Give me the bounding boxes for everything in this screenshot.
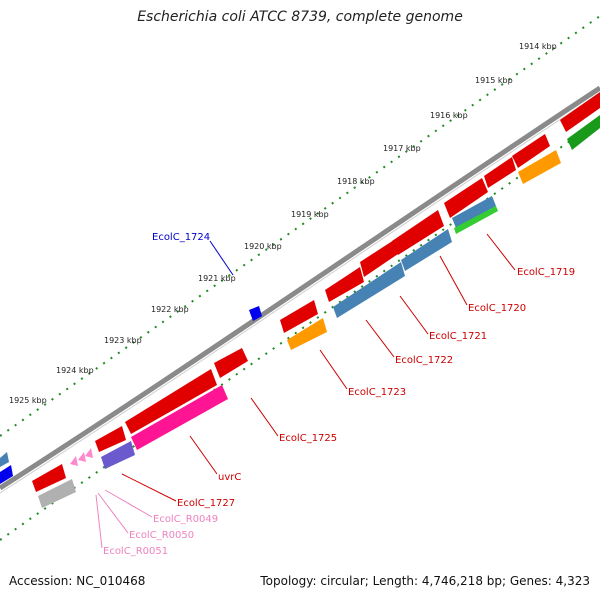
gene-feature xyxy=(101,441,135,469)
trna-feature xyxy=(85,448,93,458)
outer-features xyxy=(0,92,600,492)
feature-label-ecolc-r0051[interactable]: EcolC_R0051 xyxy=(103,546,168,557)
tick-label: 1924 kbp xyxy=(56,366,94,375)
gene-feature xyxy=(32,464,66,492)
feature-label-ecolc-1723[interactable]: EcolC_1723 xyxy=(348,387,406,398)
tick-label: 1919 kbp xyxy=(291,210,329,219)
gene-feature xyxy=(401,229,452,271)
gene-feature xyxy=(444,178,488,218)
gene-feature xyxy=(249,306,262,321)
tick-labels: 1914 kbp 1915 kbp 1916 kbp 1917 kbp 1918… xyxy=(9,42,557,405)
gene-feature xyxy=(512,134,550,168)
gene-feature xyxy=(452,196,496,228)
tick-label: 1917 kbp xyxy=(383,144,421,153)
gene-feature xyxy=(95,426,126,452)
gene-feature xyxy=(392,210,444,255)
accession-text: Accession: NC_010468 xyxy=(9,574,146,588)
tick-label: 1920 kbp xyxy=(244,242,282,251)
gene-feature xyxy=(0,452,9,467)
tick-label: 1922 kbp xyxy=(151,305,189,314)
gene-feature xyxy=(360,240,398,277)
gene-feature xyxy=(125,369,217,434)
gene-feature xyxy=(287,318,327,350)
feature-label-ecolc-1719[interactable]: EcolC_1719 xyxy=(517,267,575,278)
feature-label-uvrc[interactable]: uvrC xyxy=(218,472,241,483)
feature-labels: EcolC_1724 EcolC_1719 EcolC_1720 EcolC_1… xyxy=(103,232,575,557)
gene-feature xyxy=(484,157,516,188)
trna-feature xyxy=(70,456,78,466)
genome-backbone xyxy=(0,85,600,491)
tick-label: 1916 kbp xyxy=(430,111,468,120)
genome-backbone-inner xyxy=(0,92,600,494)
inner-tick-ring xyxy=(0,119,600,541)
gene-feature xyxy=(518,150,561,184)
tick-label: 1921 kbp xyxy=(198,274,236,283)
gene-feature xyxy=(567,115,600,150)
label-leaders xyxy=(95,233,516,549)
feature-label-ecolc-r0050[interactable]: EcolC_R0050 xyxy=(129,530,194,541)
gene-feature xyxy=(560,92,600,132)
gene-feature xyxy=(280,300,318,333)
feature-label-ecolc-1721[interactable]: EcolC_1721 xyxy=(429,331,487,342)
gene-feature xyxy=(131,385,228,450)
genome-summary-text: Topology: circular; Length: 4,746,218 bp… xyxy=(260,574,590,588)
tick-label: 1918 kbp xyxy=(337,177,375,186)
feature-label-ecolc-1720[interactable]: EcolC_1720 xyxy=(468,303,526,314)
gene-feature xyxy=(0,465,13,484)
gene-feature xyxy=(38,479,76,508)
feature-label-ecolc-1725[interactable]: EcolC_1725 xyxy=(279,433,337,444)
gene-feature xyxy=(333,262,405,318)
gene-feature xyxy=(214,348,248,378)
tick-label: 1923 kbp xyxy=(104,336,142,345)
feature-label-ecolc-r0049[interactable]: EcolC_R0049 xyxy=(153,514,218,525)
inner-features xyxy=(38,115,600,508)
trna-feature xyxy=(78,452,86,462)
map-title: Escherichia coli ATCC 8739, complete gen… xyxy=(137,9,463,25)
gene-feature xyxy=(454,206,498,234)
gene-feature xyxy=(325,267,364,302)
tick-label: 1925 kbp xyxy=(9,396,47,405)
feature-label-ecolc-1727[interactable]: EcolC_1727 xyxy=(177,498,235,509)
tick-label: 1914 kbp xyxy=(519,42,557,51)
feature-label-ecolc-1722[interactable]: EcolC_1722 xyxy=(395,355,453,366)
feature-label-ecolc-1724[interactable]: EcolC_1724 xyxy=(152,232,210,243)
tick-label: 1915 kbp xyxy=(475,76,513,85)
